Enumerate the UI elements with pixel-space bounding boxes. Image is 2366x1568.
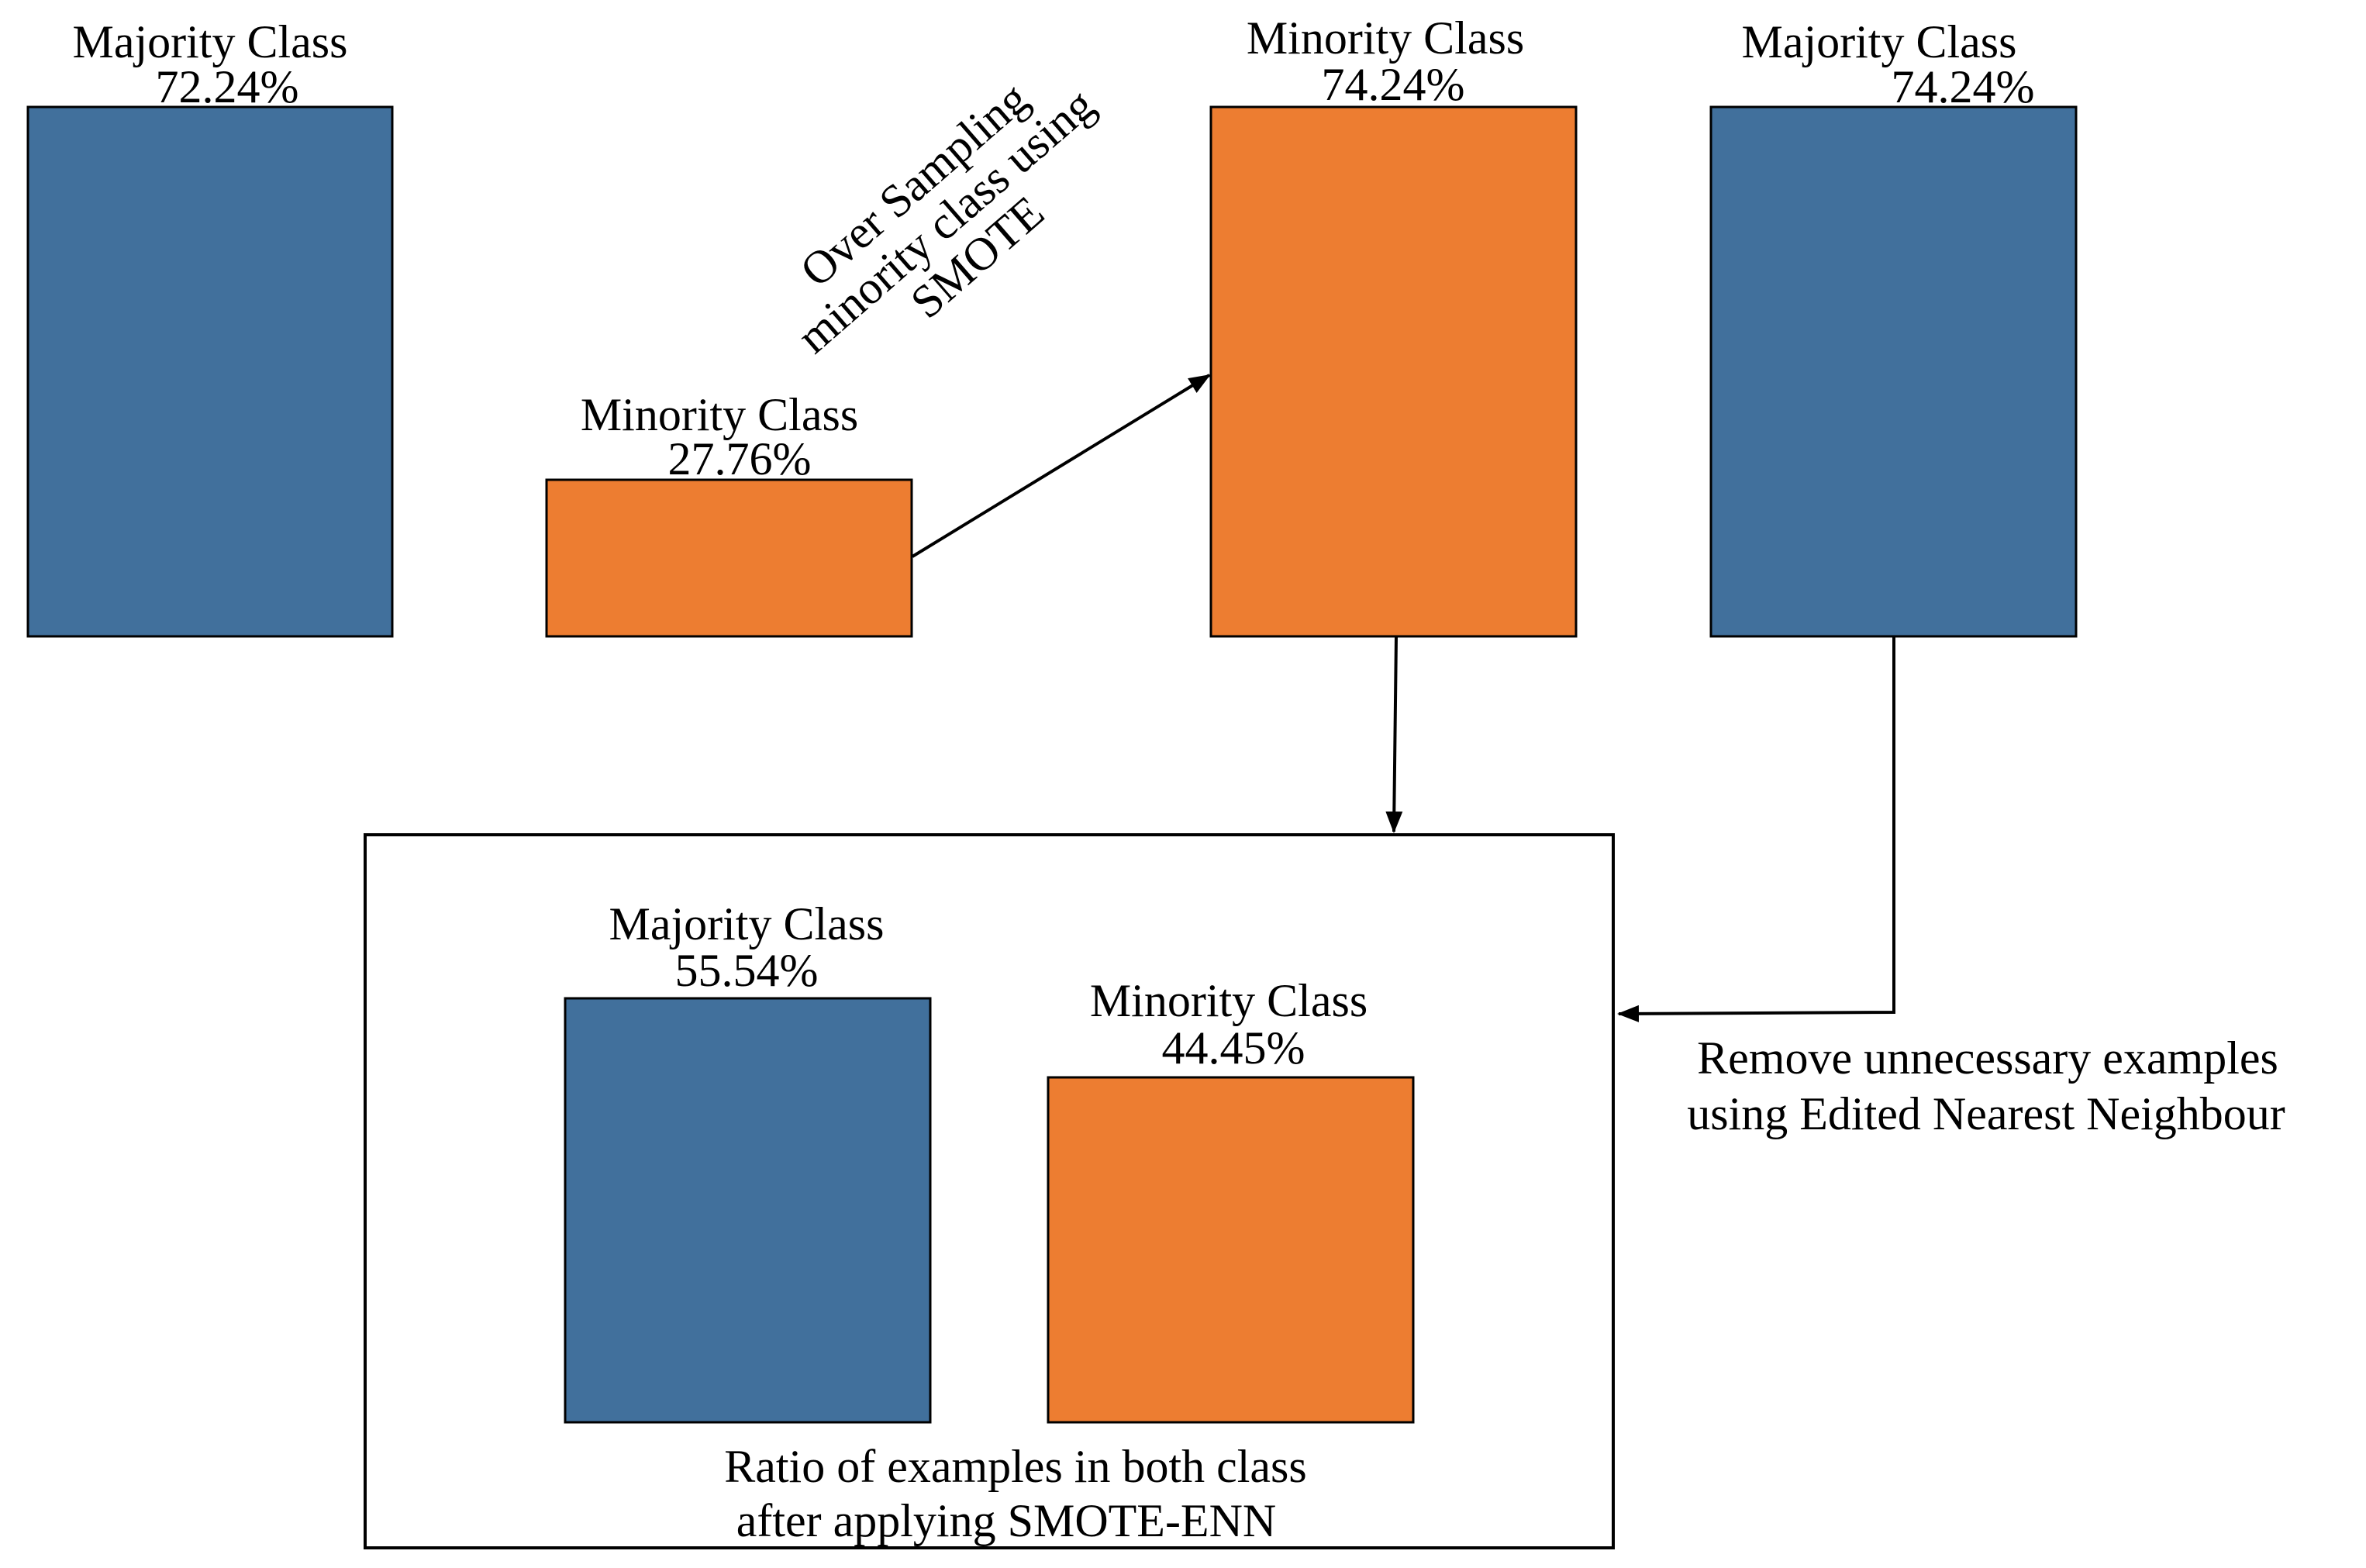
original-minority-percent: 27.76% xyxy=(668,433,812,484)
oversampled-minority-label: Minority Class xyxy=(1247,12,1524,64)
result-majority-bar xyxy=(564,997,932,1424)
result-minority-bar xyxy=(1047,1076,1415,1424)
minority-down-arrow xyxy=(1385,636,1403,833)
result-minority-label: Minority Class xyxy=(1090,975,1368,1026)
original-majority-label: Majority Class xyxy=(73,16,348,67)
smote-arrow xyxy=(911,374,1211,558)
enn-annotation-line2: using Edited Nearest Neighbour xyxy=(1687,1088,2285,1139)
original-majority-bar xyxy=(26,105,394,638)
enn-elbow-line xyxy=(1617,637,1895,1022)
result-box xyxy=(364,833,1615,1549)
enn-annotation-line1: Remove unnecessary examples xyxy=(1697,1032,2278,1084)
result-minority-percent: 44.45% xyxy=(1162,1022,1305,1073)
original-majority-percent: 72.24% xyxy=(156,61,299,112)
oversampled-majority-percent: 74.24% xyxy=(1892,61,2035,112)
original-minority-bar xyxy=(545,478,913,638)
oversampled-minority-percent: 74.24% xyxy=(1322,59,1465,110)
oversampled-minority-bar xyxy=(1209,105,1578,638)
original-minority-label: Minority Class xyxy=(581,389,858,440)
result-majority-percent: 55.54% xyxy=(675,945,819,996)
result-majority-label: Majority Class xyxy=(609,898,885,949)
result-caption-line1: Ratio of examples in both class xyxy=(724,1441,1307,1492)
oversampled-majority-label: Majority Class xyxy=(1742,16,2017,67)
oversampled-majority-bar xyxy=(1709,105,2078,638)
result-caption-line2: after applying SMOTE-ENN xyxy=(736,1495,1277,1546)
smote-annotation: Over Sampling minority class using SMOTE xyxy=(788,72,1104,363)
